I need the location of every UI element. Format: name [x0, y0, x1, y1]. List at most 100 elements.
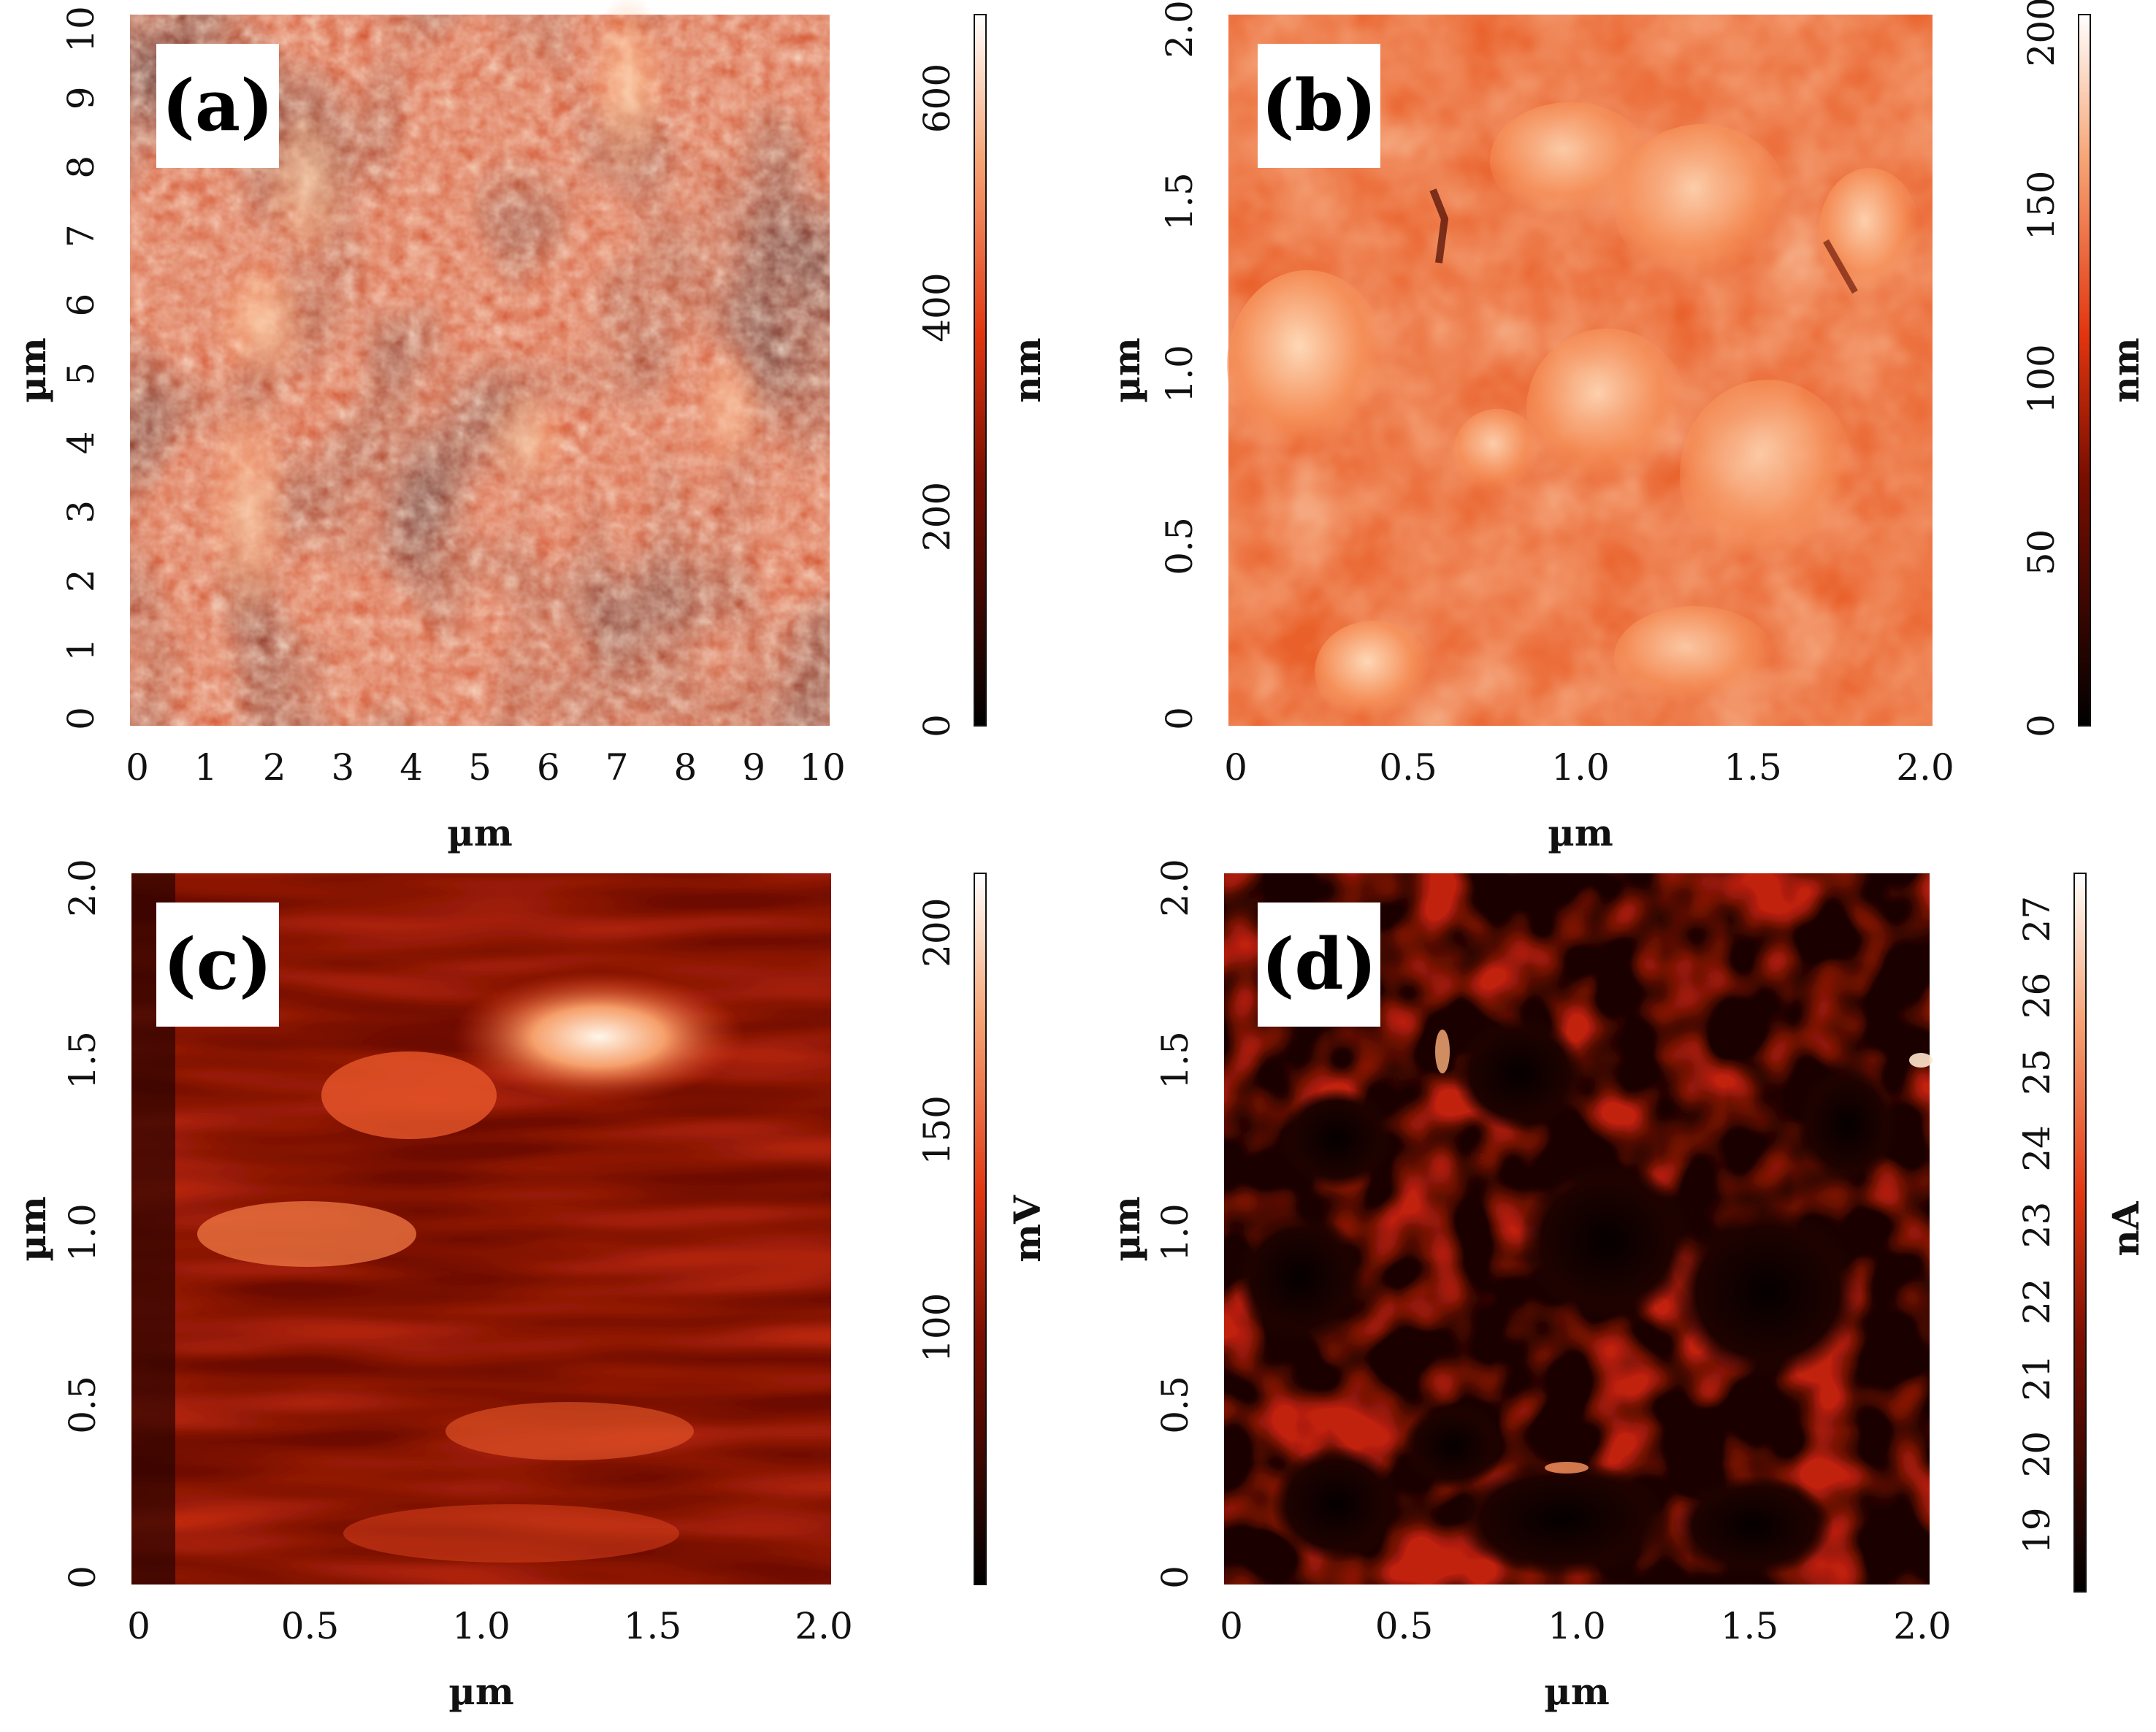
panel-c-y-axis-label: µm [11, 1196, 54, 1262]
panel-b-y-tick: 1.5 [1158, 172, 1201, 231]
panel-a-x-ticks: 0 1 2 3 4 5 6 7 8 9 10 [126, 746, 846, 789]
panel-a-x-tick: 6 [537, 746, 560, 789]
panel-c-x-ticks: 0 0.5 1.0 1.5 2.0 [127, 1605, 853, 1647]
panel-a-x-tick: 4 [400, 746, 423, 789]
panel-a-x-tick: 1 [194, 746, 218, 789]
panel-b-y-tick: 0.5 [1158, 517, 1201, 575]
panel-b-colorbar: 0 50 100 150 200 nm [2020, 0, 2147, 737]
panel-d-colorbar-tick: 21 [2016, 1354, 2058, 1401]
panel-d-y-tick: 0.5 [1154, 1376, 1196, 1434]
panel-c-colorbar: 100 150 200 mV [916, 873, 1049, 1585]
panel-d-x-tick: 2.0 [1893, 1605, 1952, 1647]
panel-a-colorbar-unit: nm [1006, 337, 1049, 402]
panel-b-x-tick: 1.5 [1724, 746, 1782, 789]
panel-b-y-tick: 2.0 [1158, 0, 1201, 58]
panel-a-colorbar: 0 200 400 600 nm [916, 14, 1049, 737]
panel-a-colorbar-tick: 0 [916, 714, 958, 737]
panel-a-y-tick: 5 [60, 362, 102, 386]
panel-b-x-tick: 2.0 [1896, 746, 1954, 789]
panel-a-y-axis-label: µm [11, 337, 54, 403]
panel-b-x-ticks: 0 0.5 1.0 1.5 2.0 [1224, 746, 1954, 789]
panel-b-label: (b) [1261, 64, 1377, 147]
panel-a-y-ticks: 0 1 2 3 4 5 6 7 8 9 10 [60, 6, 102, 730]
panel-d-label: (d) [1261, 923, 1377, 1005]
panel-d-y-tick: 1.5 [1154, 1031, 1196, 1089]
panel-d-x-tick: 0.5 [1375, 1605, 1434, 1647]
panel-c: (c) 0 0.5 1.0 1.5 2.0 0 0.5 1.0 1.5 2.0 µm µm 10… [11, 859, 1049, 1713]
panel-d-y-tick: 2.0 [1154, 859, 1196, 917]
panel-d-x-tick: 0 [1220, 1605, 1243, 1647]
panel-d-colorbar-tick: 26 [2016, 973, 2058, 1019]
panel-a-x-tick: 3 [331, 746, 354, 789]
panel-d-image [1224, 873, 1933, 1585]
panel-d-colorbar-tick: 20 [2016, 1431, 2058, 1478]
panel-a-colorbar-tick: 400 [916, 272, 958, 342]
panel-a-y-tick: 3 [60, 500, 102, 524]
panel-a-x-tick: 10 [799, 746, 846, 789]
panel-c-y-tick: 1.5 [61, 1031, 104, 1089]
panel-c-y-tick: 1.0 [61, 1203, 104, 1262]
panel-c-label-box [156, 903, 279, 1027]
panel-c-x-tick: 0.5 [281, 1605, 340, 1647]
panel-a-y-tick: 4 [60, 431, 102, 454]
panel-b-label-box [1258, 44, 1380, 168]
panel-d-colorbar-tick: 22 [2016, 1278, 2058, 1325]
panel-c-colorbar-tick: 150 [916, 1095, 958, 1165]
panel-b-colorbar-tick: 50 [2020, 529, 2063, 576]
panel-c-colorbar-gradient [974, 873, 987, 1585]
panel-d: (d) 0 0.5 1.0 1.5 2.0 0 0.5 1.0 1.5 2.0 µm µm 19… [1105, 859, 2147, 1713]
panel-a-x-tick: 2 [263, 746, 286, 789]
panel-b-y-tick: 0 [1158, 707, 1201, 730]
panel-b-x-tick: 0 [1224, 746, 1247, 789]
panel-c-x-tick: 1.0 [452, 1605, 511, 1647]
panel-d-colorbar-gradient [2073, 873, 2087, 1593]
panel-d-x-tick: 1.5 [1721, 1605, 1779, 1647]
panel-d-colorbar-tick: 24 [2016, 1125, 2058, 1172]
panel-a-x-tick: 7 [605, 746, 629, 789]
panel-b-colorbar-tick: 200 [2020, 0, 2063, 66]
panel-a-x-axis-label: µm [447, 811, 513, 854]
panel-b-y-tick: 1.0 [1158, 345, 1201, 403]
panel-a-x-tick: 5 [468, 746, 492, 789]
panel-c-y-tick: 0 [61, 1566, 104, 1589]
panel-d-colorbar: 19 20 21 22 23 24 25 26 27 nA [2016, 873, 2147, 1593]
panel-a-label-box [156, 44, 279, 168]
panel-a-colorbar-tick: 200 [916, 482, 958, 551]
panel-d-label-box [1258, 903, 1380, 1027]
panel-b-colorbar-tick: 100 [2020, 344, 2063, 413]
panel-d-y-axis-label: µm [1105, 1196, 1148, 1262]
panel-a-y-tick: 10 [60, 6, 102, 53]
panel-d-y-ticks: 0 0.5 1.0 1.5 2.0 [1154, 859, 1196, 1589]
panel-d-colorbar-tick: 23 [2016, 1202, 2058, 1249]
panel-a-y-tick: 7 [60, 224, 102, 248]
panel-a-x-tick: 0 [126, 746, 149, 789]
panel-b-colorbar-gradient [2078, 14, 2091, 727]
panel-d-x-axis-label: µm [1544, 1670, 1610, 1713]
panel-d-colorbar-unit: nA [2104, 1200, 2147, 1256]
panel-c-colorbar-tick: 200 [916, 897, 958, 967]
panel-a-colorbar-tick: 600 [916, 64, 958, 133]
panel-a-colorbar-gradient [974, 14, 987, 727]
panel-a-y-tick: 6 [60, 294, 102, 317]
panel-b: (b) 0 0.5 1.0 1.5 2.0 0 0.5 1.0 1.5 2.0 µm µm 0 5… [1105, 0, 2147, 854]
panel-c-x-tick: 0 [127, 1605, 150, 1647]
panel-b-x-tick: 0.5 [1379, 746, 1437, 789]
panel-b-x-tick: 1.0 [1551, 746, 1610, 789]
panel-c-y-tick: 2.0 [61, 859, 104, 917]
panel-b-x-axis-label: µm [1548, 811, 1613, 854]
panel-d-colorbar-tick: 27 [2016, 896, 2058, 943]
panel-c-label: (c) [163, 923, 272, 1005]
panel-a-image [130, 0, 830, 726]
panel-c-colorbar-unit: mV [1006, 1195, 1049, 1262]
panel-c-colorbar-tick: 100 [916, 1293, 958, 1363]
panel-b-y-ticks: 0 0.5 1.0 1.5 2.0 [1158, 0, 1201, 730]
panel-a-y-tick: 9 [60, 86, 102, 110]
panel-c-x-axis-label: µm [448, 1670, 514, 1713]
panel-c-x-tick: 1.5 [624, 1605, 682, 1647]
panel-a-label: (a) [161, 64, 273, 147]
panel-a-y-tick: 2 [60, 569, 102, 592]
panel-a-x-tick: 9 [742, 746, 765, 789]
panel-a-y-tick: 1 [60, 638, 102, 662]
panel-a-x-tick: 8 [673, 746, 697, 789]
